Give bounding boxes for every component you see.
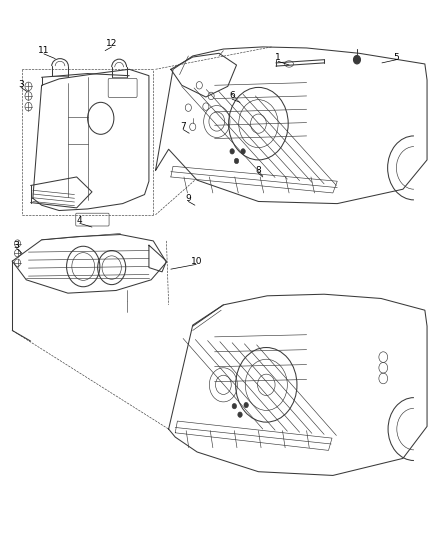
Text: 4: 4	[77, 216, 82, 224]
Circle shape	[241, 149, 245, 154]
Text: 3: 3	[18, 80, 24, 88]
Text: 5: 5	[393, 53, 399, 61]
Circle shape	[353, 55, 360, 64]
Text: 11: 11	[38, 46, 49, 55]
Text: 12: 12	[106, 39, 117, 48]
Circle shape	[232, 403, 237, 409]
Text: 9: 9	[185, 194, 191, 203]
Circle shape	[230, 149, 234, 154]
Text: 8: 8	[255, 166, 261, 175]
Text: 6: 6	[229, 92, 235, 100]
Text: 3: 3	[14, 241, 20, 249]
Circle shape	[238, 412, 242, 417]
Text: 1: 1	[275, 53, 281, 61]
Text: 7: 7	[180, 123, 186, 131]
Circle shape	[244, 402, 248, 408]
Circle shape	[234, 158, 239, 164]
Text: 10: 10	[191, 257, 202, 265]
